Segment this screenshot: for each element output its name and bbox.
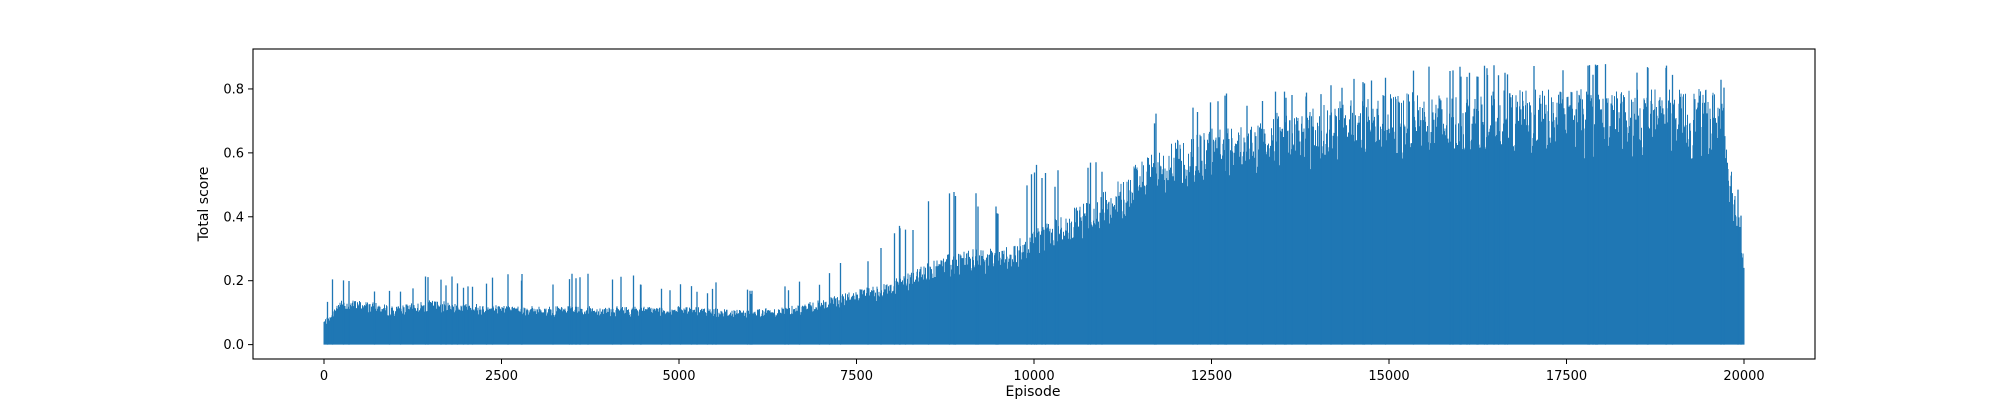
x-tick-label: 20000: [1723, 369, 1764, 384]
y-axis-ticks: 0.0 0.2 0.4 0.6 0.8: [223, 82, 253, 353]
y-tick-label: 0.4: [223, 210, 244, 225]
series-layer: [323, 64, 1745, 345]
x-tick-label: 5000: [662, 369, 695, 384]
x-tick-label: 10000: [1013, 369, 1054, 384]
series-line-spikes: [326, 64, 1742, 345]
x-tick-label: 17500: [1546, 369, 1587, 384]
y-tick-label: 0.2: [223, 274, 244, 289]
x-tick-label: 7500: [840, 369, 873, 384]
y-tick-label: 0.8: [223, 82, 244, 97]
x-axis-ticks: 0 2500 5000 7500 10000 12500 15000 17500 20000: [320, 359, 1765, 384]
y-tick-label: 0.6: [223, 146, 244, 161]
x-axis-label: Episode: [1006, 384, 1061, 400]
x-tick-label: 2500: [485, 369, 518, 384]
x-tick-label: 12500: [1191, 369, 1232, 384]
y-tick-label: 0.0: [223, 338, 244, 353]
y-axis-label: Total score: [196, 167, 212, 243]
x-tick-label: 15000: [1368, 369, 1409, 384]
x-tick-label: 0: [320, 369, 328, 384]
